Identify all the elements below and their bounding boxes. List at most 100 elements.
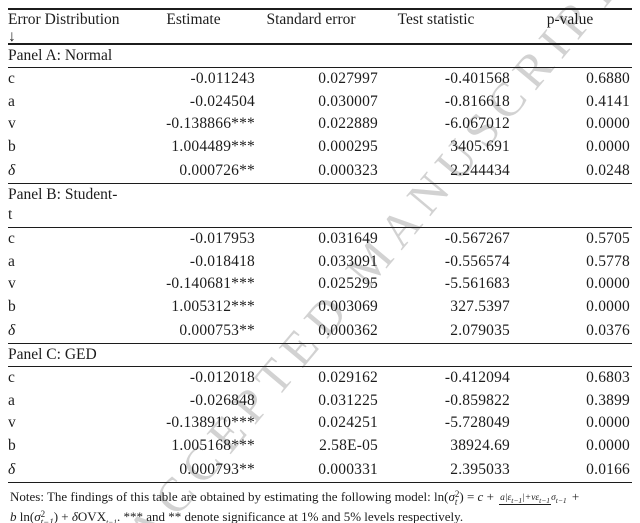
estimate-value: 1.005312*** <box>171 297 255 315</box>
test-statistic-value: 38924.69 <box>450 436 510 454</box>
estimate-value: 1.005168*** <box>171 436 255 454</box>
panel-a-label: Panel A: Normal <box>8 45 632 68</box>
parameter-label: v <box>8 275 16 293</box>
estimate-value: 0.000726** <box>179 161 255 179</box>
standard-error-value: 0.033091 <box>318 252 378 270</box>
significance-note: . *** and ** denote significance at 1% a… <box>117 509 464 523</box>
estimate-value: -0.018418 <box>189 252 255 270</box>
header-standard-error: Standard error <box>266 11 356 28</box>
estimate-value: -0.140681*** <box>166 275 255 293</box>
p-value: 0.0000 <box>586 436 630 454</box>
header-test-statistic: Test statistic <box>397 11 475 28</box>
sigma-symbol: σ <box>448 489 455 504</box>
header-error-distribution-label: Error Distribution <box>8 11 120 28</box>
estimate-value: -0.012018 <box>189 369 255 387</box>
test-statistic-value: -5.561683 <box>444 275 510 293</box>
table-row: c -0.011243 0.027997 -0.401568 0.6880 <box>8 68 632 91</box>
table-row: v -0.140681*** 0.025295 -5.561683 0.0000 <box>8 273 632 296</box>
delta-variable: δ <box>71 509 78 523</box>
parameter-label: c <box>8 369 15 387</box>
p-value: 0.0000 <box>586 297 630 315</box>
table-row: δ 0.000726** 0.000323 2.244434 0.0248 <box>8 158 632 183</box>
parameter-label: b <box>8 297 16 315</box>
fraction-numerator: a|εt−1|+vεt−1 <box>499 493 552 506</box>
parameter-label: b <box>8 137 16 155</box>
table-row: c -0.012018 0.029162 -0.412094 0.6803 <box>8 367 632 390</box>
sigma-supsub-2: 2 t−1 <box>40 509 54 523</box>
test-statistic-value: -5.728049 <box>444 414 510 432</box>
sigma-symbol-2: σ <box>34 509 41 523</box>
parameter-label: b <box>8 436 16 454</box>
test-statistic-value: -0.816618 <box>444 92 510 110</box>
p-value: 0.4141 <box>586 92 630 110</box>
table-row: δ 0.000753** 0.000362 2.079035 0.0376 <box>8 318 632 343</box>
test-statistic-value: -0.412094 <box>444 369 510 387</box>
table-row: b 1.005312*** 0.003069 327.5397 0.0000 <box>8 296 632 319</box>
estimate-value: -0.011243 <box>190 70 255 88</box>
ln-text: ln( <box>16 509 35 523</box>
standard-error-value: 0.000362 <box>318 321 378 339</box>
parameter-label: a <box>8 252 15 270</box>
header-p-value: p-value <box>546 11 594 28</box>
test-statistic-value: -0.556574 <box>444 252 510 270</box>
parameter-label: c <box>8 70 15 88</box>
equals-text: ) = <box>459 489 478 504</box>
test-statistic-value: -0.401568 <box>444 70 510 88</box>
estimate-value: 0.000753** <box>179 321 255 339</box>
p-value: 0.0000 <box>586 115 630 133</box>
ovx-text: OVX <box>77 509 107 523</box>
estimate-value: -0.017953 <box>189 230 255 248</box>
estimate-value: 0.000793** <box>179 460 255 478</box>
ovx-subscript: t−1 <box>106 517 117 523</box>
panel-a-title: Panel A: Normal <box>8 47 113 64</box>
c-variable: c <box>477 489 484 504</box>
panel-b-label: Panel B: Student- t <box>8 184 632 228</box>
test-statistic-value: 327.5397 <box>450 297 510 315</box>
p-value: 0.5705 <box>586 230 630 248</box>
test-statistic-value: 2.244434 <box>450 161 510 179</box>
standard-error-value: 0.030007 <box>318 92 378 110</box>
notes-text: Notes: The findings of this table are ob… <box>10 489 449 504</box>
table-header-row: Error Distribution ↓ Estimate Standard e… <box>8 8 632 45</box>
standard-error-value: 0.031225 <box>318 391 378 409</box>
table-row: a -0.026848 0.031225 -0.859822 0.3899 <box>8 390 632 413</box>
panel-c-label: Panel C: GED <box>8 344 632 367</box>
table-row: a -0.018418 0.033091 -0.556574 0.5778 <box>8 251 632 274</box>
p-value: 0.0248 <box>586 161 630 179</box>
notes-line-1: Notes: The findings of this table are ob… <box>10 487 634 507</box>
parameter-label: a <box>8 391 15 409</box>
standard-error-value: 0.003069 <box>318 297 378 315</box>
test-statistic-value: -0.567267 <box>444 230 510 248</box>
panel-c-title: Panel C: GED <box>8 346 97 363</box>
down-arrow-icon: ↓ <box>8 28 16 45</box>
parameter-label: δ <box>8 161 16 179</box>
standard-error-value: 0.000295 <box>318 137 378 155</box>
estimate-value: 1.004489*** <box>171 137 255 155</box>
test-statistic-value: 2.395033 <box>450 460 510 478</box>
parameter-label: δ <box>8 321 16 339</box>
estimate-value: -0.024504 <box>189 92 255 110</box>
test-statistic-value: 2.079035 <box>450 321 510 339</box>
standard-error-value: 0.000323 <box>318 161 378 179</box>
panel-b-title-line1: Panel B: Student- <box>8 186 118 203</box>
table-notes: Notes: The findings of this table are ob… <box>8 487 634 523</box>
table-row: δ 0.000793** 0.000331 2.395033 0.0166 <box>8 457 632 482</box>
standard-error-value: 0.024251 <box>318 414 378 432</box>
parameter-label: δ <box>8 460 16 478</box>
estimate-value: -0.138866*** <box>166 115 255 133</box>
standard-error-value: 0.029162 <box>318 369 378 387</box>
estimate-value: -0.138910*** <box>166 414 255 432</box>
parameter-label: v <box>8 115 16 133</box>
table-row: a -0.024504 0.030007 -0.816618 0.4141 <box>8 91 632 114</box>
header-error-distribution: Error Distribution ↓ <box>8 10 125 45</box>
p-value: 0.0376 <box>586 321 630 339</box>
p-value: 0.3899 <box>586 391 630 409</box>
fraction-denominator: σt−1 <box>551 493 567 505</box>
plus-sign: + <box>483 489 498 504</box>
standard-error-value: 0.027997 <box>318 70 378 88</box>
close-paren-text: ) + <box>53 509 72 523</box>
parameter-label: v <box>8 414 16 432</box>
